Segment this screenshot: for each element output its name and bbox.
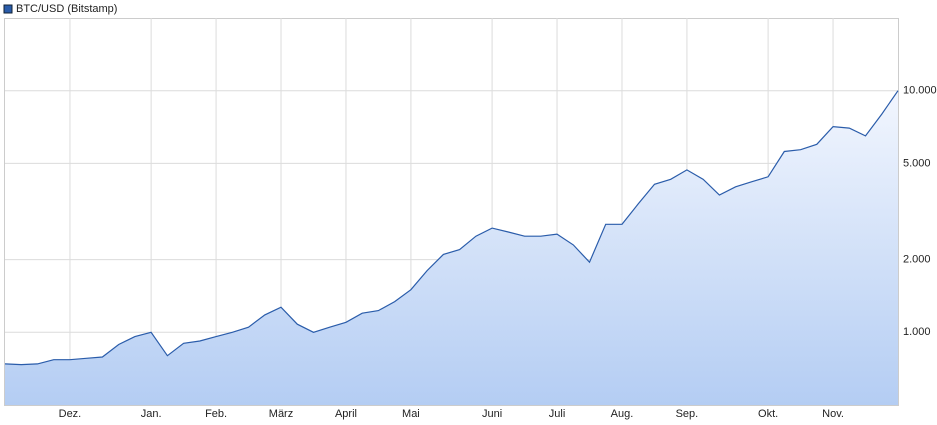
- x-tick-label: Mai: [402, 408, 420, 420]
- x-tick-label: Feb.: [205, 408, 227, 420]
- y-tick-label: 1.000: [903, 326, 931, 338]
- area-fill: [5, 90, 898, 405]
- x-tick-label: Aug.: [611, 408, 634, 420]
- x-tick-label: Dez.: [59, 408, 82, 420]
- x-tick-label: Jan.: [141, 408, 162, 420]
- x-tick-label: Sep.: [676, 408, 699, 420]
- y-tick-label: 5.000: [903, 157, 931, 169]
- y-tick-label: 2.000: [903, 253, 931, 265]
- y-tick-label: 10.000: [903, 85, 937, 97]
- price-line: [4, 90, 899, 366]
- plot-frame: [4, 18, 899, 406]
- x-tick-label: Juli: [549, 408, 566, 420]
- legend-swatch: [3, 4, 13, 14]
- legend-label: BTC/USD (Bitstamp): [16, 3, 117, 15]
- x-tick-label: Okt.: [758, 408, 778, 420]
- x-tick-label: März: [269, 408, 293, 420]
- x-tick-label: April: [335, 408, 357, 420]
- x-tick-label: Nov.: [822, 408, 844, 420]
- x-tick-label: Juni: [482, 408, 502, 420]
